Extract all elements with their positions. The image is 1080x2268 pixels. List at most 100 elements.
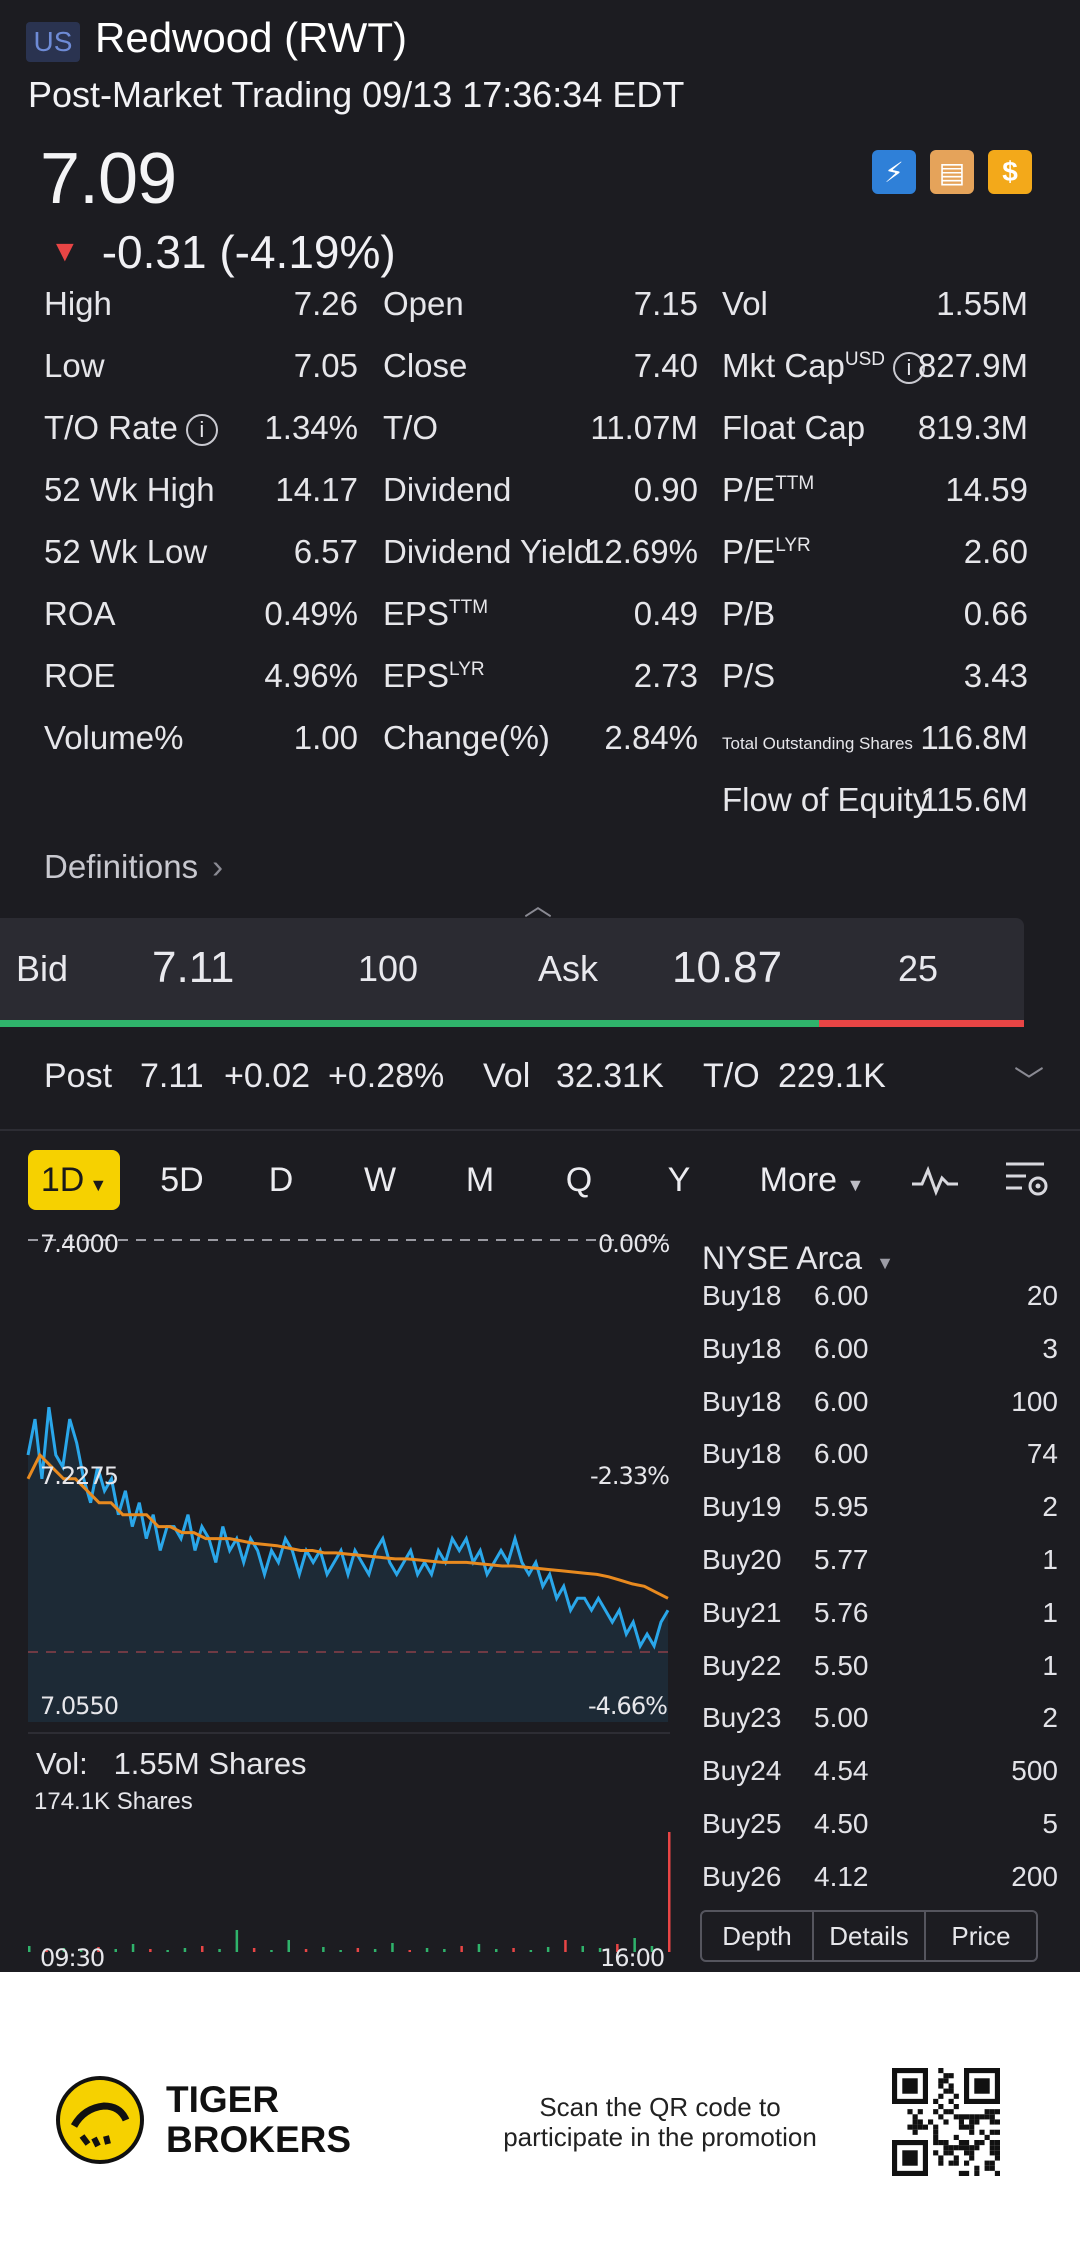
stat-value: 3.43 — [963, 657, 1028, 694]
pct-label-top: 0.00% — [598, 1230, 670, 1258]
divider — [0, 1129, 1080, 1131]
stat-label-superscript: TTM — [775, 473, 815, 494]
volume-bar — [149, 1949, 152, 1952]
stat-label: Volume% — [44, 719, 184, 756]
order-book-size: 5 — [1042, 1808, 1058, 1839]
chart-period-tabs: 1D ▼ 5D D W M Q Y More ▼ — [0, 1138, 1080, 1222]
volume-bar — [183, 1948, 187, 1952]
tab-1d[interactable]: 1D ▼ — [28, 1150, 120, 1210]
promo-text: Scan the QR code to participate in the p… — [503, 2092, 817, 2152]
order-book-size: 2 — [1042, 1702, 1058, 1734]
post-vol-label: Vol — [483, 1057, 531, 1095]
post-vol: 32.31K — [556, 1057, 664, 1095]
tab-w[interactable]: W — [363, 1161, 397, 1199]
stock-title: Redwood (RWT) — [95, 14, 407, 61]
ask-label: Ask — [538, 948, 599, 989]
stat-row: Flow of Equity 115.6M — [0, 781, 1080, 843]
stat-value: 14.17 — [275, 471, 358, 508]
order-book-side: Buy24 — [702, 1755, 782, 1787]
order-book-side: Buy18 — [702, 1438, 782, 1470]
intraday-chart[interactable]: 7.4000 0.00% 7.2275 -2.33% 7.0550 -4.66%… — [0, 1222, 690, 1972]
tab-5d[interactable]: 5D — [160, 1161, 204, 1199]
tab-m[interactable]: M — [465, 1161, 495, 1199]
stat-label: Change(%) — [383, 719, 550, 756]
stat-row: 52 Wk Low 6.57 Dividend Yield 12.69% P/ELYR 2… — [0, 533, 1080, 595]
stat-label: Total Outstanding Shares — [722, 734, 913, 753]
price-label-bottom: 7.0550 — [40, 1692, 119, 1720]
stat-value: 12.69% — [586, 533, 698, 570]
volume-bar — [287, 1940, 290, 1952]
bid-ask-spacer — [1024, 918, 1080, 1020]
stat-value: 2.60 — [963, 533, 1028, 570]
tab-price[interactable]: Price — [951, 1921, 1011, 1951]
tab-y[interactable]: Y — [667, 1161, 691, 1199]
volume-bar — [252, 1948, 256, 1952]
flash-1-icon[interactable]: ⚡ — [872, 150, 916, 194]
stat-row: Low 7.05 Close 7.40 Mkt CapUSD i 827.9M — [0, 347, 1080, 409]
market-status: Post-Market Trading 09/13 17:36:34 EDT — [28, 74, 685, 115]
stat-value: 819.3M — [917, 409, 1028, 446]
dollar-icon[interactable]: $ — [988, 150, 1032, 194]
order-book: NYSE Arca ▼ Buy18 6.00 20 Buy18 6.00 3 Buy18 6.0… — [690, 1222, 1080, 1972]
volume-bar — [114, 1949, 117, 1952]
bid-size: 100 — [358, 948, 419, 989]
volume-bar — [201, 1946, 204, 1952]
chevron-down-icon[interactable]: ﹀ — [1014, 1066, 1044, 1099]
stat-label: T/O — [383, 409, 438, 446]
ask-size: 25 — [898, 948, 939, 989]
post-change: +0.02 — [224, 1057, 311, 1095]
indicator-icon[interactable] — [910, 1162, 960, 1198]
time-label-close: 16:00 — [600, 1944, 665, 1972]
exchange-selector[interactable]: NYSE Arca ▼ — [702, 1240, 894, 1276]
volume-bar — [166, 1950, 169, 1952]
definitions-link[interactable]: Definitions › — [44, 848, 223, 886]
post-market-row[interactable]: Post 7.11 +0.02 +0.28% Vol 32.31K T/O 22… — [0, 1027, 1080, 1129]
volume-bar — [304, 1949, 308, 1952]
stat-value: 0.66 — [963, 595, 1028, 632]
order-book-row: Buy18 6.00 3 — [702, 1333, 1058, 1385]
order-book-row: Buy22 5.50 1 — [702, 1650, 1058, 1702]
tab-depth[interactable]: Depth — [702, 1912, 814, 1960]
volume-bar — [546, 1947, 550, 1952]
ask-price: 10.87 — [672, 943, 783, 992]
tab-more[interactable]: More ▼ — [759, 1161, 865, 1199]
volume-bar — [356, 1948, 360, 1952]
volume-bar — [564, 1940, 567, 1952]
tab-d[interactable]: D — [268, 1161, 294, 1199]
post-price: 7.11 — [140, 1057, 204, 1095]
volume-bar — [598, 1948, 602, 1952]
order-book-row: Buy25 4.50 5 — [702, 1808, 1058, 1860]
post-to: 229.1K — [778, 1057, 886, 1095]
stat-label-superscript: LYR — [449, 659, 485, 680]
volume-bar — [425, 1948, 429, 1952]
collapse-chevron-icon[interactable]: ︿ — [524, 890, 553, 921]
stat-label[interactable]: T/O Rate i — [44, 409, 218, 447]
order-book-price: 6.00 — [814, 1438, 869, 1470]
order-book-price: 4.54 — [814, 1755, 869, 1787]
stat-row: High 7.26 Open 7.15 Vol 1.55M — [0, 285, 1080, 347]
stat-row: Volume% 1.00 Change(%) 2.84% Total Outstandi… — [0, 719, 1080, 781]
volume-bar — [408, 1950, 411, 1952]
info-icon[interactable]: i — [893, 352, 925, 385]
stat-label[interactable]: Mkt CapUSD i — [722, 347, 925, 385]
volume-bar — [235, 1930, 239, 1952]
order-book-price: 5.95 — [814, 1491, 869, 1523]
education-icon[interactable]: ▤ — [930, 150, 974, 194]
chart-settings-icon[interactable] — [1000, 1156, 1052, 1204]
stat-value: 4.96% — [264, 657, 358, 694]
price-change: ▼ -0.31 (-4.19%) — [50, 225, 396, 279]
order-book-side: Buy21 — [702, 1596, 782, 1628]
qr-code-icon[interactable] — [892, 2068, 1000, 2176]
tab-details[interactable]: Details — [814, 1912, 926, 1960]
volume-bar — [339, 1950, 342, 1952]
volume-bar — [391, 1943, 394, 1952]
pct-label-bottom: -4.66% — [588, 1692, 668, 1720]
volume-bar — [477, 1944, 481, 1952]
tab-q[interactable]: Q — [565, 1161, 593, 1199]
price-line — [26, 1406, 670, 1650]
price-label-top: 7.4000 — [40, 1230, 119, 1258]
volume-bar — [460, 1946, 463, 1952]
order-book-price: 5.50 — [814, 1649, 869, 1681]
info-icon[interactable]: i — [185, 414, 218, 447]
order-book-row: Buy18 6.00 74 — [702, 1438, 1058, 1490]
